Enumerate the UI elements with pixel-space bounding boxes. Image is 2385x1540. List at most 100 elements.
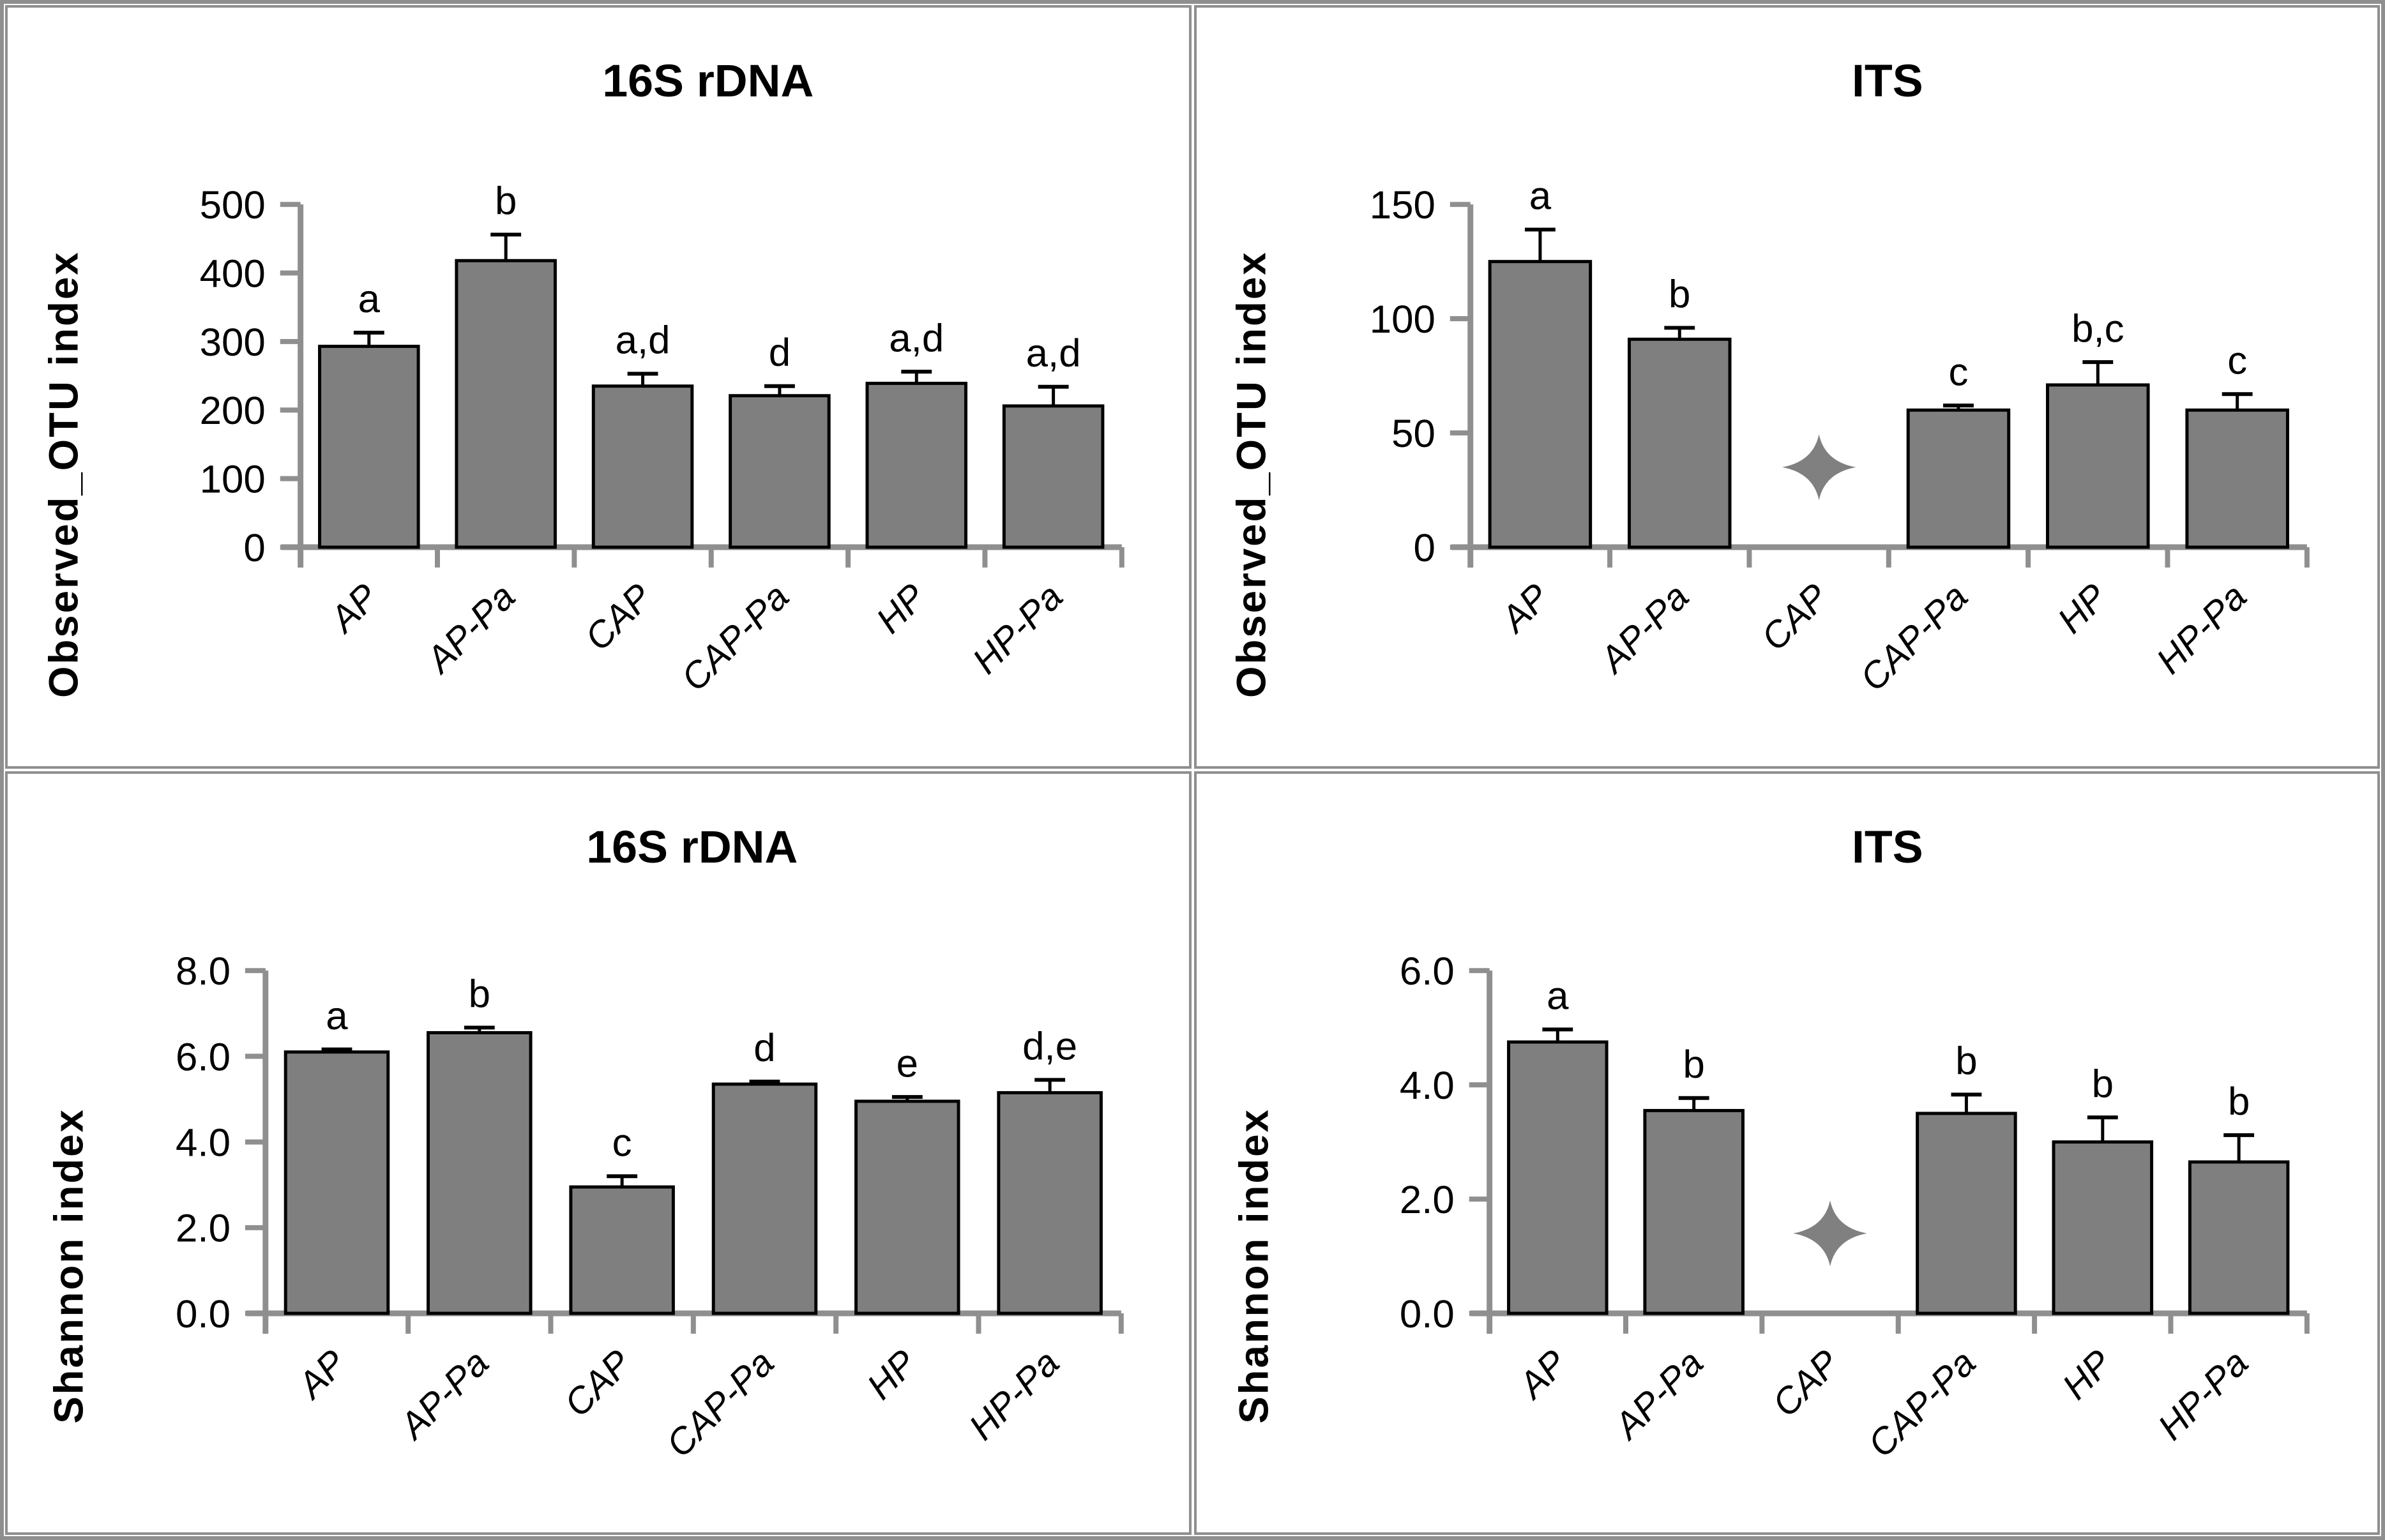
sig-letter: b,c [2071,306,2124,351]
chart-title: ITS [1851,822,1923,873]
x-category-label: HP [859,1342,925,1407]
sig-letter: b [469,972,490,1016]
y-tick-label: 0.0 [1399,1292,1454,1336]
chart-title: ITS [1851,56,1923,107]
y-axis-label: Shannon index [46,1108,92,1424]
plot-area: 0.0 2.0 4.0 6.0 a AP b AP-Pa CAP b CAP-Pa b HP b HP-Pa [1399,949,2310,1465]
x-category-label: AP [1492,576,1557,641]
x-category-label: AP-Pa [391,1343,497,1448]
sig-letter: a,d [1026,331,1081,375]
bar-AP [318,344,420,549]
y-tick-label: 6.0 [1399,949,1454,993]
y-tick-label: 50 [1391,412,1435,456]
bar-CAP-Pa [711,1082,818,1315]
bar-CAP [591,384,694,549]
sig-letter: b [1669,273,1690,317]
x-category-label: CAP-Pa [674,577,797,699]
sig-letter: a [1529,174,1551,218]
x-category-label: AP-Pa [1591,577,1697,682]
missing-data-star-icon [1782,434,1856,501]
sig-letter: b [1683,1043,1704,1087]
bar-HP [854,1099,960,1315]
sig-letter: e [897,1041,918,1085]
bar-HP-Pa [2184,408,2289,549]
bar-CAP-Pa [1915,1112,2017,1315]
x-category-label: HP-Pa [962,1343,1068,1448]
x-category-label: CAP [577,576,660,658]
panel-its-observed-otu: ITS Observed_OTU index 0 50 100 150 a AP b AP-P… [1193,5,2380,769]
y-tick-label: 500 [200,183,266,227]
bar-AP [1506,1040,1609,1315]
x-category-label: CAP [557,1342,640,1424]
chart-its-observed-otu: ITS Observed_OTU index 0 50 100 150 a AP b AP-P… [1228,56,2310,699]
y-axis-label: Shannon index [1230,1108,1276,1424]
sig-letter: d,e [1022,1025,1077,1069]
plot-area: 0 50 100 150 a AP b AP-Pa CAP c CAP-Pa b,c HP c HP-Pa [1369,174,2310,699]
x-category-label: HP-Pa [2150,1343,2256,1448]
x-category-label: CAP-Pa [1860,1343,1983,1465]
y-tick-label: 4.0 [1399,1064,1454,1108]
bar-AP-Pa [1642,1108,1745,1315]
x-category-label: CAP-Pa [1852,577,1976,699]
y-tick-label: 400 [200,252,266,296]
bar-HP [865,381,968,549]
y-tick-label: 200 [200,389,266,433]
bar-HP [2045,383,2150,549]
sig-letter: b [2091,1062,2113,1106]
y-tick-label: 100 [200,458,266,502]
y-tick-label: 150 [1369,183,1435,227]
x-category-label: AP [289,1342,354,1407]
sig-letter: b [495,179,517,223]
x-category-label: AP-Pa [1605,1343,1711,1448]
bar-CAP [569,1185,675,1315]
bar-AP [1488,260,1592,549]
x-category-label: AP-Pa [418,577,524,682]
sig-letter: a [358,277,381,321]
sig-letter: b [2227,1080,2249,1124]
bar-HP-Pa [997,1091,1103,1315]
y-tick-label: 100 [1369,298,1435,342]
sig-letter: a,d [889,316,944,360]
sig-letter: a,d [616,319,670,363]
chart-16s-observed-otu: 16S rDNA Observed_OTU index 0 100 200 300 40… [41,56,1124,699]
y-tick-label: 2.0 [176,1207,231,1251]
sig-letter: d [753,1026,775,1070]
chart-title: 16S rDNA [602,56,814,107]
x-category-label: CAP-Pa [659,1343,782,1465]
x-category-label: HP [2054,1342,2119,1407]
bar-CAP-Pa [1906,408,2010,549]
missing-data-star-icon [1792,1200,1867,1267]
sig-letter: c [612,1121,632,1165]
chart-its-shannon: ITS Shannon index 0.0 2.0 4.0 6.0 a AP b AP-Pa C… [1230,822,2310,1465]
x-category-label: AP [1510,1342,1575,1407]
y-tick-label: 2.0 [1399,1178,1454,1222]
x-category-label: AP [321,576,386,641]
sig-letter: a [326,994,348,1038]
x-category-label: HP [868,576,934,641]
sig-letter: d [769,331,791,375]
y-tick-label: 0 [1413,526,1435,570]
x-category-label: CAP [1764,1342,1847,1424]
bar-HP-Pa [1002,404,1105,549]
y-tick-label: 0 [243,526,265,570]
panel-16s-observed-otu: 16S rDNA Observed_OTU index 0 100 200 300 40… [5,5,1192,769]
bar-CAP-Pa [729,394,831,549]
y-tick-label: 0.0 [176,1292,231,1336]
y-axis-label: Observed_OTU index [1228,250,1274,698]
sig-letter: c [2227,339,2247,383]
chart-16s-shannon: 16S rDNA Shannon index 0.0 2.0 4.0 6.0 8.0 a A… [46,822,1124,1465]
bar-AP [284,1050,390,1315]
y-axis-label: Observed_OTU index [41,250,87,698]
sig-letter: a [1547,974,1569,1018]
panel-16s-shannon: 16S rDNA Shannon index 0.0 2.0 4.0 6.0 8.0 a A… [5,771,1192,1535]
y-tick-label: 6.0 [176,1035,231,1079]
x-category-label: CAP [1753,576,1836,658]
sig-letter: b [1955,1039,1977,1083]
y-tick-label: 4.0 [176,1121,231,1165]
y-tick-label: 8.0 [176,949,231,993]
x-category-label: HP-Pa [2149,577,2255,682]
plot-area: 0 100 200 300 400 500 a AP b AP-Pa a,d CAP d CAP-Pa a,… [200,179,1124,699]
bar-AP-Pa [1627,337,1732,549]
y-tick-label: 300 [200,321,266,365]
